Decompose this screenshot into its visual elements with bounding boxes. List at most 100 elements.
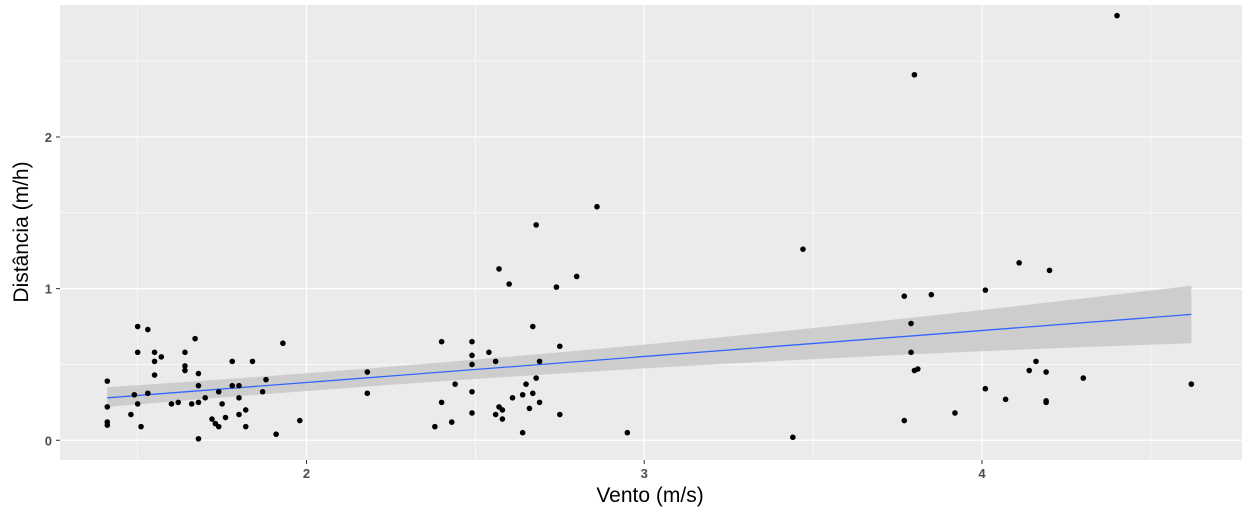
- data-point: [519, 429, 526, 436]
- data-point: [506, 281, 512, 287]
- data-point: [901, 417, 908, 424]
- data-point: [128, 411, 134, 418]
- data-point: [438, 399, 445, 406]
- data-point: [911, 71, 918, 78]
- data-point: [557, 343, 563, 350]
- data-point: [536, 399, 543, 406]
- axis-ticks: [56, 136, 983, 464]
- data-point: [215, 388, 222, 395]
- data-point: [448, 419, 455, 425]
- regression-line: [107, 313, 1192, 399]
- data-point: [1016, 260, 1022, 266]
- data-point: [469, 410, 475, 416]
- data-point: [104, 378, 111, 384]
- data-point: [151, 349, 158, 356]
- data-point: [452, 381, 458, 387]
- data-point: [438, 338, 445, 345]
- data-point: [242, 423, 249, 430]
- data-point: [364, 390, 371, 397]
- data-point: [131, 391, 138, 398]
- data-point: [1043, 398, 1049, 404]
- data-point: [469, 338, 475, 345]
- data-point: [202, 395, 209, 401]
- data-point: [249, 358, 256, 365]
- data-point: [104, 404, 111, 410]
- data-point: [908, 349, 914, 356]
- data-point: [469, 361, 475, 368]
- data-point: [145, 326, 151, 333]
- y-tick-label: 0: [45, 433, 52, 448]
- data-point: [800, 246, 806, 252]
- data-point: [523, 381, 529, 387]
- x-tick-label: 3: [641, 466, 648, 481]
- data-point: [496, 266, 502, 272]
- data-point: [188, 401, 195, 407]
- tick-labels: 2 3 4 0 1 2: [45, 130, 987, 481]
- data-point: [519, 391, 526, 398]
- data-point: [914, 366, 921, 372]
- data-point: [195, 435, 202, 442]
- x-tick-label: 2: [303, 466, 310, 481]
- data-point: [499, 416, 506, 422]
- data-point: [138, 423, 144, 430]
- data-point: [229, 382, 236, 389]
- data-point: [1002, 396, 1009, 403]
- x-axis-title: Vento (m/s): [596, 484, 703, 507]
- x-tick-label: 4: [978, 466, 986, 481]
- data-point: [1026, 367, 1033, 374]
- data-point: [1046, 267, 1053, 274]
- data-point: [526, 405, 533, 412]
- data-point: [982, 287, 989, 293]
- data-point: [908, 320, 914, 327]
- data-point: [982, 385, 989, 392]
- data-point: [533, 375, 539, 381]
- data-point: [182, 363, 188, 369]
- data-point: [151, 372, 158, 378]
- data-point: [195, 382, 202, 389]
- data-point: [469, 352, 475, 359]
- data-point: [222, 414, 229, 421]
- data-point: [296, 417, 303, 424]
- data-point: [901, 293, 908, 300]
- data-point: [573, 273, 580, 280]
- data-point: [1080, 375, 1087, 381]
- data-point: [209, 416, 215, 422]
- data-point: [533, 222, 539, 228]
- grid-minor-lines: [60, 5, 1242, 460]
- data-point: [499, 407, 506, 413]
- data-point: [557, 411, 563, 418]
- y-axis-title: Distância (m/h): [10, 161, 33, 302]
- data-point: [104, 422, 111, 428]
- data-point: [486, 349, 492, 356]
- data-point: [259, 388, 266, 395]
- data-point: [182, 349, 188, 356]
- data-point: [134, 401, 141, 407]
- data-point: [364, 369, 371, 375]
- grid-major-lines: [60, 5, 1242, 460]
- data-point: [530, 390, 536, 397]
- data-point: [168, 401, 175, 407]
- data-point: [236, 395, 242, 401]
- data-point: [536, 358, 543, 365]
- data-point: [790, 434, 796, 441]
- data-point: [928, 291, 935, 298]
- data-point: [280, 340, 286, 347]
- data-point: [1033, 358, 1039, 365]
- data-point: [195, 370, 202, 377]
- data-point: [215, 423, 222, 430]
- data-point: [219, 401, 225, 407]
- data-point: [229, 358, 236, 365]
- data-point: [192, 335, 198, 342]
- data-point: [134, 323, 141, 330]
- data-point: [151, 358, 158, 365]
- data-point: [553, 284, 560, 290]
- data-point: [242, 407, 249, 413]
- data-point: [509, 395, 516, 401]
- data-point: [158, 354, 165, 360]
- data-point: [432, 423, 438, 430]
- data-point: [1188, 381, 1195, 387]
- data-point: [1043, 369, 1049, 375]
- data-point: [263, 376, 269, 383]
- y-tick-label: 1: [45, 282, 52, 297]
